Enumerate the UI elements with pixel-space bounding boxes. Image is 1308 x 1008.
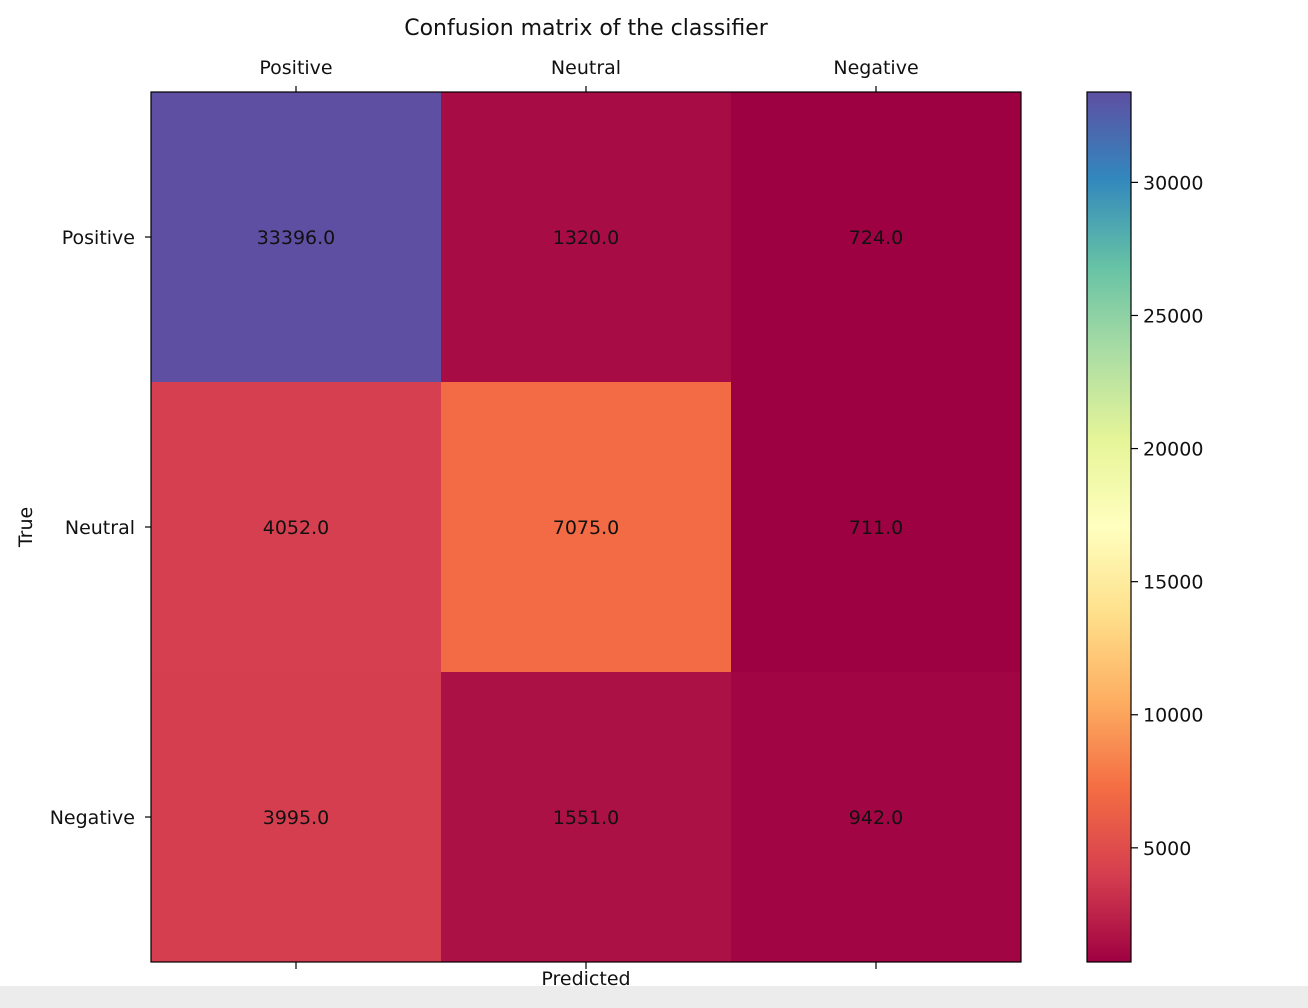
cell-value-label: 7075.0 — [553, 517, 619, 539]
cell-value-label: 724.0 — [849, 227, 903, 249]
colorbar-tick-label: 25000 — [1143, 305, 1203, 327]
chart-title: Confusion matrix of the classifier — [404, 16, 769, 41]
colorbar — [1086, 91, 1132, 963]
x-tick-label: Negative — [833, 57, 918, 79]
cell-value-label: 1551.0 — [553, 807, 619, 829]
x-axis-ticks: Positive Neutral Negative — [259, 57, 919, 969]
heatmap-cells — [151, 92, 1022, 963]
cell-value-label: 33396.0 — [257, 227, 336, 249]
y-tick-label: Negative — [50, 807, 135, 829]
colorbar-tick-label: 5000 — [1143, 838, 1191, 860]
x-axis-label: Predicted — [541, 968, 630, 990]
colorbar-tick-label: 20000 — [1143, 439, 1203, 461]
heatmap-cell — [151, 382, 442, 673]
x-tick-label: Neutral — [551, 57, 621, 79]
colorbar-tick-label: 30000 — [1143, 172, 1203, 194]
bottom-strip — [0, 986, 1308, 1008]
heatmap-cell — [441, 382, 732, 673]
cell-value-label: 1320.0 — [553, 227, 619, 249]
heatmap-cell — [151, 672, 442, 963]
y-axis-label: True — [15, 507, 37, 548]
colorbar-ticks: 5000 10000 15000 20000 25000 30000 — [1131, 172, 1203, 860]
colorbar-tick-label: 15000 — [1143, 572, 1203, 594]
cell-value-label: 711.0 — [849, 517, 903, 539]
y-axis-ticks: Positive Neutral Negative — [50, 227, 151, 829]
heatmap-cell — [731, 92, 1022, 383]
heatmap-cell — [731, 382, 1022, 673]
cell-value-labels: 33396.0 1320.0 724.0 4052.0 7075.0 711.0 3995.… — [257, 227, 903, 829]
heatmap-cell — [151, 92, 442, 383]
cell-value-label: 3995.0 — [263, 807, 329, 829]
heatmap-cell — [731, 672, 1022, 963]
cell-value-label: 942.0 — [849, 807, 903, 829]
cell-value-label: 4052.0 — [263, 517, 329, 539]
heatmap-cell — [441, 672, 732, 963]
colorbar-tick-label: 10000 — [1143, 705, 1203, 727]
y-tick-label: Neutral — [65, 517, 135, 539]
heatmap-cell — [441, 92, 732, 383]
y-tick-label: Positive — [62, 227, 135, 249]
x-tick-label: Positive — [259, 57, 332, 79]
